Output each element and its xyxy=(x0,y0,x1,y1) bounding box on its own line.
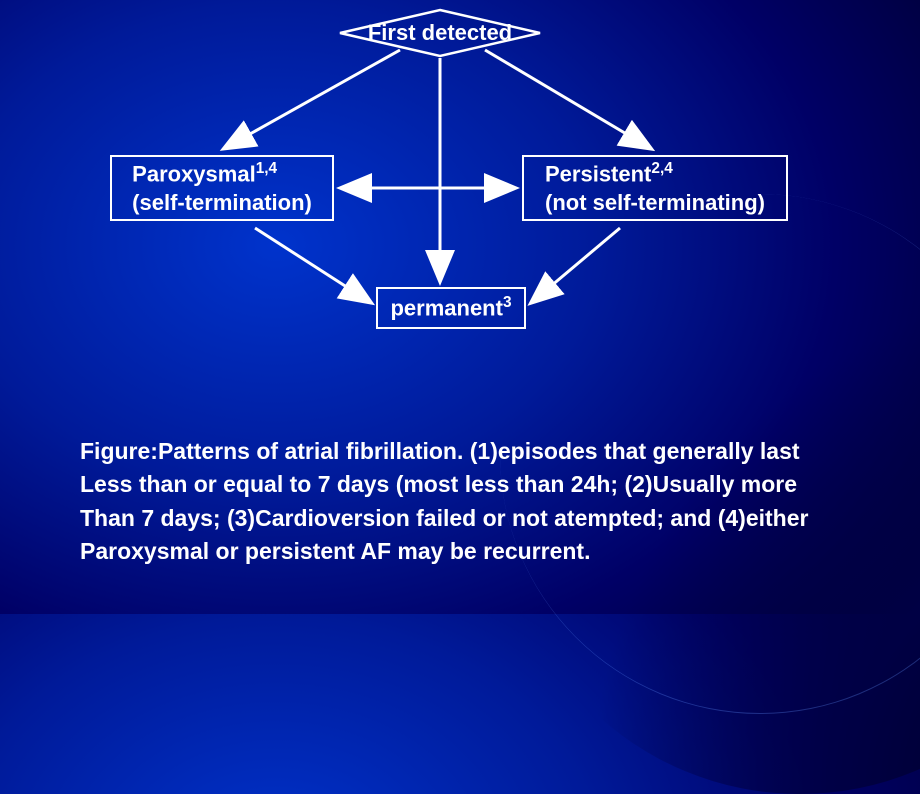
caption-line1: Figure:Patterns of atrial fibrillation. … xyxy=(80,438,800,464)
node-permanent: permanent3 xyxy=(376,287,526,329)
paroxysmal-line1: Paroxysmal xyxy=(132,161,256,186)
persistent-line1: Persistent xyxy=(545,161,651,186)
edge-paroxysmal-permanent xyxy=(255,228,370,302)
persistent-line2: (not self-terminating) xyxy=(545,190,765,215)
permanent-sup: 3 xyxy=(503,294,512,311)
paroxysmal-sup: 1,4 xyxy=(256,160,277,177)
first-detected-label: First detected xyxy=(335,20,545,46)
figure-caption: Figure:Patterns of atrial fibrillation. … xyxy=(80,435,808,568)
permanent-label: permanent xyxy=(390,295,502,320)
edge-fd-paroxysmal xyxy=(225,50,400,148)
node-persistent: Persistent2,4 (not self-terminating) xyxy=(522,155,788,221)
node-first-detected: First detected xyxy=(335,8,545,58)
persistent-sup: 2,4 xyxy=(651,160,672,177)
caption-line3: Than 7 days; (3)Cardioversion failed or … xyxy=(80,505,808,531)
edge-fd-persistent xyxy=(485,50,650,148)
paroxysmal-line2: (self-termination) xyxy=(132,190,312,215)
node-paroxysmal: Paroxysmal1,4 (self-termination) xyxy=(110,155,334,221)
caption-line2: Less than or equal to 7 days (most less … xyxy=(80,471,797,497)
caption-line4: Paroxysmal or persistent AF may be recur… xyxy=(80,538,590,564)
